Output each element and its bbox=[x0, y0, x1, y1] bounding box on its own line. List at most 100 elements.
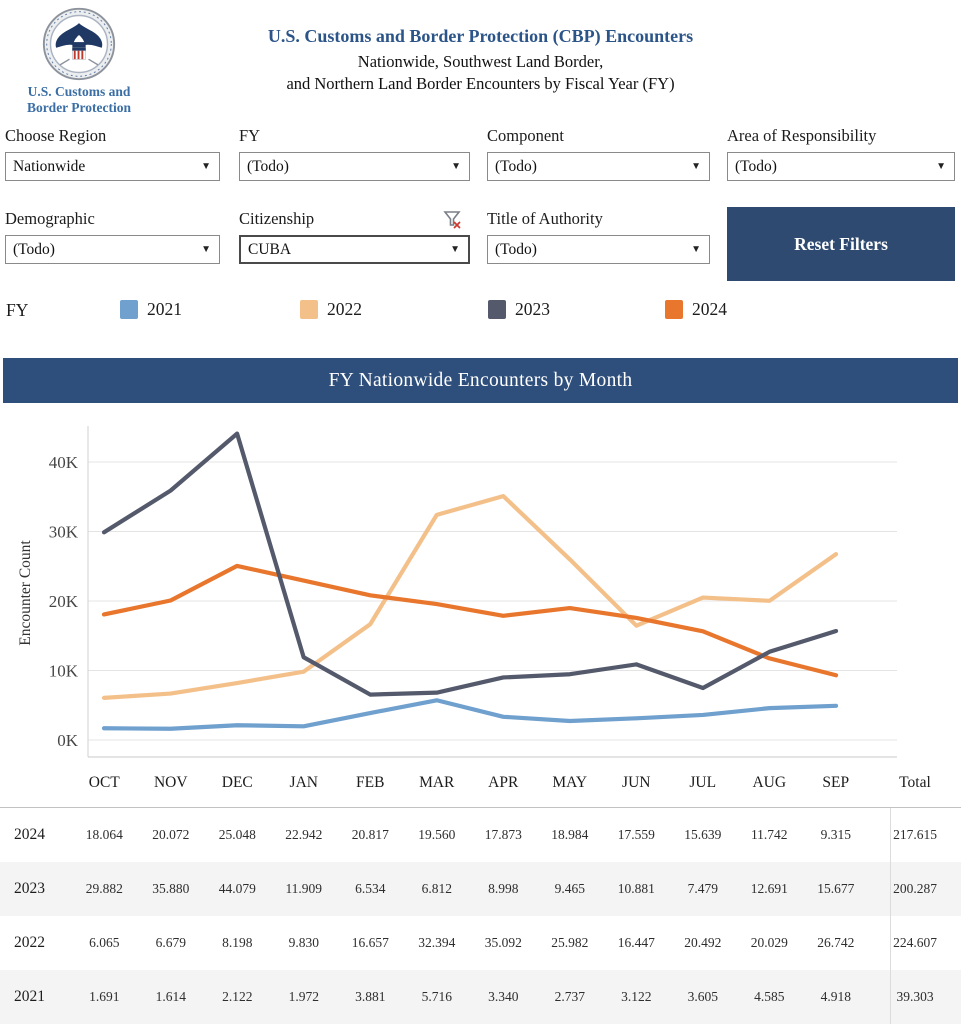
cell-2024-total: 217.615 bbox=[893, 827, 937, 842]
filter-dropdown-component[interactable]: (Todo) ▼ bbox=[487, 152, 710, 181]
filter-dropdown-choose-region[interactable]: Nationwide ▼ bbox=[5, 152, 220, 181]
row-label-2021: 2021 bbox=[14, 988, 45, 1005]
cell-2024-MAR: 19.560 bbox=[418, 827, 456, 842]
legend-item-2023[interactable]: 2023 bbox=[488, 299, 550, 320]
cell-2021-JUL: 3.605 bbox=[687, 989, 718, 1004]
series-line-2021[interactable] bbox=[101, 698, 839, 731]
legend-swatch-2023 bbox=[488, 300, 506, 319]
cell-2024-NOV: 20.072 bbox=[152, 827, 190, 842]
cell-2023-AUG: 12.691 bbox=[750, 881, 788, 896]
cell-2021-DEC: 2.122 bbox=[222, 989, 253, 1004]
cbp-logo-caption: U.S. Customs and Border Protection bbox=[26, 84, 132, 115]
cell-2022-NOV: 6.679 bbox=[155, 935, 186, 950]
chevron-down-icon: ▼ bbox=[201, 161, 211, 172]
filter-value-component: (Todo) bbox=[495, 157, 537, 175]
cell-2022-JAN: 9.830 bbox=[288, 935, 319, 950]
column-header-JUN: JUN bbox=[622, 773, 651, 791]
cell-2024-FEB: 20.817 bbox=[351, 827, 389, 842]
filter-dropdown-title-of-authority[interactable]: (Todo) ▼ bbox=[487, 235, 710, 264]
cell-2022-OCT: 6.065 bbox=[89, 935, 120, 950]
row-label-2022: 2022 bbox=[14, 934, 45, 951]
table-row-2022: 2022 6.065 6.679 8.198 9.830 16.657 32.394 35.0… bbox=[0, 916, 961, 970]
series-line-2022[interactable] bbox=[101, 494, 839, 700]
cell-2021-JUN: 3.122 bbox=[621, 989, 652, 1004]
legend-item-2022[interactable]: 2022 bbox=[300, 299, 362, 320]
chevron-down-icon: ▼ bbox=[936, 161, 946, 172]
cell-2023-JUL: 7.479 bbox=[687, 881, 718, 896]
cell-2022-FEB: 16.657 bbox=[351, 935, 389, 950]
cell-2023-NOV: 35.880 bbox=[152, 881, 190, 896]
cell-2024-AUG: 11.742 bbox=[750, 827, 788, 842]
series-line-2023[interactable] bbox=[101, 431, 839, 697]
legend-label-2022: 2022 bbox=[327, 299, 362, 319]
series-line-2024[interactable] bbox=[101, 563, 839, 678]
encounters-table: OCT NOV DEC JAN FEB MAR APR MAY JUN JUL AUG SEP Tota… bbox=[0, 758, 961, 1024]
filter-label-citizenship: Citizenship bbox=[239, 209, 315, 228]
cell-2023-JAN: 11.909 bbox=[285, 881, 323, 896]
filter-value-title-of-authority: (Todo) bbox=[495, 240, 537, 258]
chart-title: FY Nationwide Encounters by Month bbox=[328, 369, 633, 391]
filter-value-area-of-responsibility: (Todo) bbox=[735, 157, 777, 175]
chart-title-bar: FY Nationwide Encounters by Month bbox=[3, 358, 958, 403]
column-header-JAN: JAN bbox=[289, 773, 318, 791]
cbp-logo: U.S. Customs and Border Protection bbox=[14, 6, 144, 115]
header-titles: U.S. Customs and Border Protection (CBP)… bbox=[0, 26, 961, 96]
cell-2022-DEC: 8.198 bbox=[222, 935, 253, 950]
column-header-JUL: JUL bbox=[689, 773, 717, 791]
row-label-2024: 2024 bbox=[14, 826, 45, 843]
filter-dropdown-area-of-responsibility[interactable]: (Todo) ▼ bbox=[727, 152, 955, 181]
cell-2021-APR: 3.340 bbox=[488, 989, 519, 1004]
y-axis-tick-label: 30K bbox=[49, 523, 79, 542]
cell-2021-total: 39.303 bbox=[896, 989, 934, 1004]
table-row-2021: 2021 1.691 1.614 2.122 1.972 3.881 5.716 3.340 2… bbox=[0, 970, 961, 1024]
cell-2024-JUN: 17.559 bbox=[617, 827, 655, 842]
cell-2022-MAY: 25.982 bbox=[551, 935, 589, 950]
cell-2023-OCT: 29.882 bbox=[85, 881, 123, 896]
legend-swatch-2024 bbox=[665, 300, 683, 319]
filter-label-choose-region: Choose Region bbox=[5, 126, 107, 145]
cell-2023-total: 200.287 bbox=[893, 881, 937, 896]
cell-2022-SEP: 26.742 bbox=[817, 935, 855, 950]
column-header-DEC: DEC bbox=[221, 773, 253, 791]
cell-2021-JAN: 1.972 bbox=[288, 989, 319, 1004]
cell-2021-FEB: 3.881 bbox=[355, 989, 386, 1004]
cell-2021-NOV: 1.614 bbox=[155, 989, 186, 1004]
cell-2023-FEB: 6.534 bbox=[355, 881, 386, 896]
cell-2021-MAR: 5.716 bbox=[421, 989, 452, 1004]
filter-value-demographic: (Todo) bbox=[13, 240, 55, 258]
cell-2023-SEP: 15.677 bbox=[817, 881, 855, 896]
legend-label-2021: 2021 bbox=[147, 299, 182, 319]
cell-2023-MAY: 9.465 bbox=[554, 881, 585, 896]
cell-2023-DEC: 44.079 bbox=[218, 881, 256, 896]
cell-2023-MAR: 6.812 bbox=[421, 881, 452, 896]
cell-2024-APR: 17.873 bbox=[484, 827, 522, 842]
filter-dropdown-demographic[interactable]: (Todo) ▼ bbox=[5, 235, 220, 264]
filter-dropdown-fy[interactable]: (Todo) ▼ bbox=[239, 152, 470, 181]
filter-value-choose-region: Nationwide bbox=[13, 157, 86, 175]
cell-2024-JAN: 22.942 bbox=[285, 827, 323, 842]
cell-2024-JUL: 15.639 bbox=[684, 827, 722, 842]
clear-filter-icon[interactable] bbox=[443, 210, 463, 230]
cell-2021-SEP: 4.918 bbox=[820, 989, 851, 1004]
reset-filters-button[interactable]: Reset Filters bbox=[727, 207, 955, 281]
column-header-AUG: AUG bbox=[752, 773, 787, 791]
row-label-2023: 2023 bbox=[14, 880, 45, 897]
cell-2022-JUL: 20.492 bbox=[684, 935, 722, 950]
cell-2024-OCT: 18.064 bbox=[85, 827, 123, 842]
filter-dropdown-citizenship[interactable]: CUBA ▼ bbox=[239, 235, 470, 264]
filter-label-fy: FY bbox=[239, 126, 261, 145]
legend-item-2021[interactable]: 2021 bbox=[120, 299, 182, 320]
cell-2024-DEC: 25.048 bbox=[218, 827, 256, 842]
table-row-2023: 2023 29.882 35.880 44.079 11.909 6.534 6.812 8.… bbox=[0, 862, 961, 916]
encounters-line-chart[interactable]: 0K 10K 20K 30K 40K Encounter Count bbox=[0, 408, 961, 760]
chevron-down-icon: ▼ bbox=[691, 161, 701, 172]
legend-item-2024[interactable]: 2024 bbox=[665, 299, 727, 320]
cell-2024-SEP: 9.315 bbox=[820, 827, 851, 842]
y-axis-title: Encounter Count bbox=[17, 540, 34, 646]
cell-2022-AUG: 20.029 bbox=[750, 935, 788, 950]
chevron-down-icon: ▼ bbox=[201, 244, 211, 255]
column-header-SEP: SEP bbox=[822, 773, 850, 791]
legend-swatch-2022 bbox=[300, 300, 318, 319]
column-header-NOV: NOV bbox=[153, 773, 188, 791]
